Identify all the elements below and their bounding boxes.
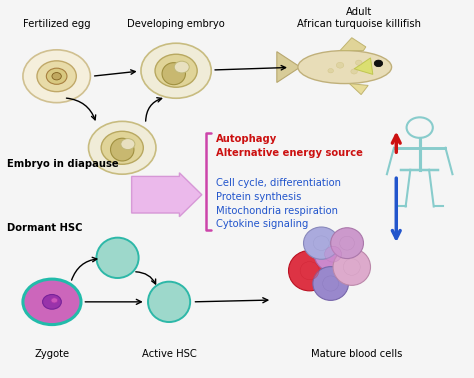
Circle shape bbox=[374, 60, 383, 67]
Ellipse shape bbox=[313, 266, 348, 301]
Circle shape bbox=[43, 294, 61, 309]
Text: Embryo in diapause: Embryo in diapause bbox=[8, 159, 119, 169]
Circle shape bbox=[351, 69, 357, 74]
Ellipse shape bbox=[289, 251, 331, 291]
Ellipse shape bbox=[323, 276, 339, 291]
Ellipse shape bbox=[298, 51, 392, 84]
Circle shape bbox=[356, 60, 362, 65]
Circle shape bbox=[121, 139, 135, 150]
Ellipse shape bbox=[325, 246, 341, 262]
Circle shape bbox=[52, 73, 61, 80]
Polygon shape bbox=[340, 38, 366, 51]
Ellipse shape bbox=[333, 249, 371, 285]
Ellipse shape bbox=[314, 237, 352, 272]
Ellipse shape bbox=[313, 236, 329, 250]
Text: Developing embryo: Developing embryo bbox=[127, 19, 225, 29]
Ellipse shape bbox=[340, 236, 355, 250]
Ellipse shape bbox=[331, 228, 364, 259]
Ellipse shape bbox=[148, 282, 190, 322]
Circle shape bbox=[51, 298, 57, 303]
Text: Protein synthesis: Protein synthesis bbox=[216, 192, 301, 201]
Text: Zygote: Zygote bbox=[35, 349, 70, 359]
FancyArrow shape bbox=[132, 173, 202, 217]
Circle shape bbox=[101, 131, 143, 164]
Text: Fertilized egg: Fertilized egg bbox=[23, 19, 91, 29]
Circle shape bbox=[89, 121, 156, 174]
Circle shape bbox=[141, 43, 211, 98]
Text: Mitochondria respiration: Mitochondria respiration bbox=[216, 206, 338, 215]
Circle shape bbox=[155, 54, 197, 87]
Circle shape bbox=[46, 68, 67, 84]
Text: Alternative energy source: Alternative energy source bbox=[216, 148, 363, 158]
Circle shape bbox=[328, 68, 334, 73]
Ellipse shape bbox=[300, 262, 319, 280]
Ellipse shape bbox=[162, 63, 185, 85]
Circle shape bbox=[174, 61, 189, 73]
Circle shape bbox=[337, 62, 344, 68]
Text: Active HSC: Active HSC bbox=[142, 349, 196, 359]
Text: Adult
African turquoise killifish: Adult African turquoise killifish bbox=[297, 7, 421, 29]
Circle shape bbox=[23, 50, 91, 103]
Polygon shape bbox=[354, 58, 373, 74]
Text: Mature blood cells: Mature blood cells bbox=[311, 349, 402, 359]
Text: Dormant HSC: Dormant HSC bbox=[8, 223, 83, 234]
Text: Autophagy: Autophagy bbox=[216, 133, 277, 144]
Polygon shape bbox=[349, 84, 368, 94]
Ellipse shape bbox=[303, 227, 339, 259]
Ellipse shape bbox=[343, 259, 360, 275]
Polygon shape bbox=[277, 52, 300, 82]
Text: Cell cycle, differentiation: Cell cycle, differentiation bbox=[216, 178, 341, 187]
Ellipse shape bbox=[110, 138, 134, 161]
Text: Cytokine signaling: Cytokine signaling bbox=[216, 220, 308, 229]
Circle shape bbox=[37, 61, 76, 91]
Circle shape bbox=[23, 279, 81, 325]
Ellipse shape bbox=[97, 238, 138, 278]
